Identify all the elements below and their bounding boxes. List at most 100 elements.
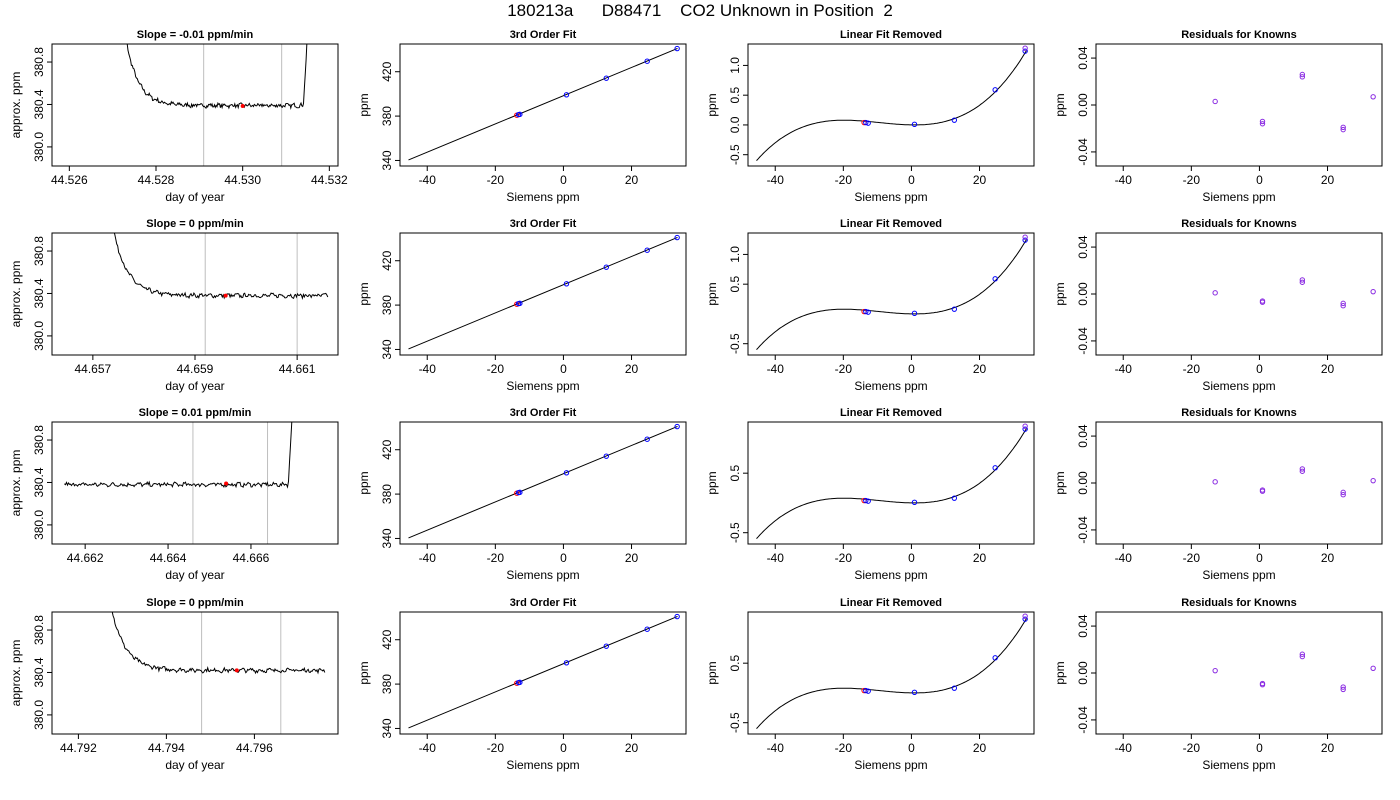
data-point xyxy=(992,465,998,471)
plot-area xyxy=(126,44,308,110)
data-point xyxy=(1022,45,1028,51)
plot-area xyxy=(1212,277,1376,309)
data-point xyxy=(951,306,958,312)
data-point xyxy=(1259,118,1266,125)
x-tick-label: -20 xyxy=(835,173,853,187)
x-tick-label: 20 xyxy=(625,741,639,755)
panel-title: Residuals for Knowns xyxy=(1181,407,1297,419)
plot-frame xyxy=(399,611,687,735)
x-tick-label: 0 xyxy=(908,551,915,565)
plot-frame xyxy=(51,611,339,735)
data-point xyxy=(1212,479,1218,485)
y-axis-label: ppm xyxy=(705,471,719,494)
x-tick-label: 0 xyxy=(560,551,567,565)
selected-point-marker xyxy=(234,668,239,673)
y-tick-label: 420 xyxy=(380,61,394,81)
data-point xyxy=(1022,613,1028,619)
y-tick-label: 0.04 xyxy=(1076,46,1090,70)
panel-residuals-1: Residuals for Knowns -40 -20 0 20 -0.04 0.00 0.… xyxy=(1053,29,1383,204)
plot-frame xyxy=(51,43,339,167)
plot-area xyxy=(408,45,680,161)
selected-point-marker xyxy=(223,293,228,298)
data-point xyxy=(517,679,523,686)
x-axis-label: Siemens ppm xyxy=(854,568,927,582)
x-tick-label: 44.526 xyxy=(51,173,88,187)
data-point xyxy=(1340,303,1346,309)
x-tick-label: -20 xyxy=(1183,741,1201,755)
data-point xyxy=(1022,426,1028,432)
plot-area xyxy=(408,234,680,350)
data-point xyxy=(863,308,869,315)
data-point xyxy=(1299,71,1306,78)
y-tick-label: 0.5 xyxy=(728,465,742,482)
data-point xyxy=(863,119,869,126)
x-tick-label: 20 xyxy=(973,741,987,755)
data-point xyxy=(1212,290,1218,296)
x-axis-label: day of year xyxy=(165,190,224,204)
x-tick-label: -40 xyxy=(1115,551,1133,565)
x-tick-label: -20 xyxy=(835,362,853,376)
y-tick-label: 380.0 xyxy=(32,321,46,351)
data-point xyxy=(863,497,869,504)
panel-title: Linear Fit Removed xyxy=(840,29,942,41)
x-tick-label: 0 xyxy=(908,741,915,755)
y-tick-label: 0.5 xyxy=(728,276,742,293)
x-tick-label: -40 xyxy=(1115,362,1133,376)
x-axis-label: Siemens ppm xyxy=(506,190,579,204)
panel-linear_removed-2: Linear Fit Removed -40 -20 0 20 -0.5 0.5 1.0 Sie… xyxy=(705,218,1035,393)
panel-linear_removed-3: Linear Fit Removed -40 -20 0 20 -0.5 0.5 Siemen… xyxy=(705,407,1035,582)
panel-timeseries-1: Slope = -0.01 ppm/min 44.526 44.528 44.530 4… xyxy=(9,29,348,204)
y-axis-label: ppm xyxy=(705,93,719,116)
x-tick-label: 44.657 xyxy=(75,362,112,376)
x-tick-label: -40 xyxy=(419,741,437,755)
y-tick-label: 380.0 xyxy=(32,132,46,162)
data-point xyxy=(517,300,523,307)
panel-cubic_fit-1: 3rd Order Fit -40 -20 0 20 340 380 420 Siemens p… xyxy=(357,29,687,204)
data-point xyxy=(1259,488,1266,494)
x-tick-label: -20 xyxy=(487,362,505,376)
y-tick-label: -0.5 xyxy=(728,712,742,733)
fit-line xyxy=(408,425,678,539)
y-tick-label: -0.5 xyxy=(728,522,742,543)
y-tick-label: 380.0 xyxy=(32,700,46,730)
x-tick-label: -20 xyxy=(487,173,505,187)
data-point xyxy=(1212,667,1218,674)
x-tick-label: -20 xyxy=(835,741,853,755)
data-point xyxy=(603,75,610,81)
series-line xyxy=(111,612,326,675)
panel-residuals-4: Residuals for Knowns -40 -20 0 20 -0.04 0.00 0.… xyxy=(1053,597,1383,772)
x-axis-label: Siemens ppm xyxy=(506,758,579,772)
x-tick-label: -40 xyxy=(767,551,785,565)
data-point xyxy=(1259,299,1266,305)
data-point xyxy=(951,685,958,691)
y-tick-label: 0.0 xyxy=(728,116,742,133)
plot-area xyxy=(1212,651,1376,693)
plot-area xyxy=(756,45,1028,161)
data-point xyxy=(951,495,958,501)
data-point xyxy=(603,264,610,270)
data-point xyxy=(1299,279,1306,285)
x-tick-label: -40 xyxy=(1115,173,1133,187)
y-tick-label: -0.5 xyxy=(728,333,742,354)
panel-cubic_fit-3: 3rd Order Fit -40 -20 0 20 340 380 420 Siemens p… xyxy=(357,407,687,582)
x-tick-label: 0 xyxy=(560,173,567,187)
panel-title: 3rd Order Fit xyxy=(510,407,577,419)
x-tick-label: 44.666 xyxy=(233,551,270,565)
panel-linear_removed-4: Linear Fit Removed -40 -20 0 20 -0.5 0.5 Siemen… xyxy=(705,597,1035,772)
series-line xyxy=(113,233,329,300)
data-point xyxy=(1022,237,1028,243)
plot-frame xyxy=(399,421,687,545)
fit-line xyxy=(408,236,678,350)
plot-frame xyxy=(1095,43,1383,167)
data-point xyxy=(911,310,918,317)
panel-cubic_fit-2: 3rd Order Fit -40 -20 0 20 340 380 420 Siemens p… xyxy=(357,218,687,393)
x-axis-label: Siemens ppm xyxy=(854,379,927,393)
data-point xyxy=(603,453,610,459)
fit-line xyxy=(408,615,678,729)
data-point xyxy=(1299,277,1306,283)
x-tick-label: 0 xyxy=(560,362,567,376)
series-line xyxy=(126,44,308,110)
panel-timeseries-4: Slope = 0 ppm/min 44.792 44.794 44.796 380.0… xyxy=(9,597,339,772)
data-point xyxy=(992,655,998,661)
panel-title: Linear Fit Removed xyxy=(840,597,942,609)
